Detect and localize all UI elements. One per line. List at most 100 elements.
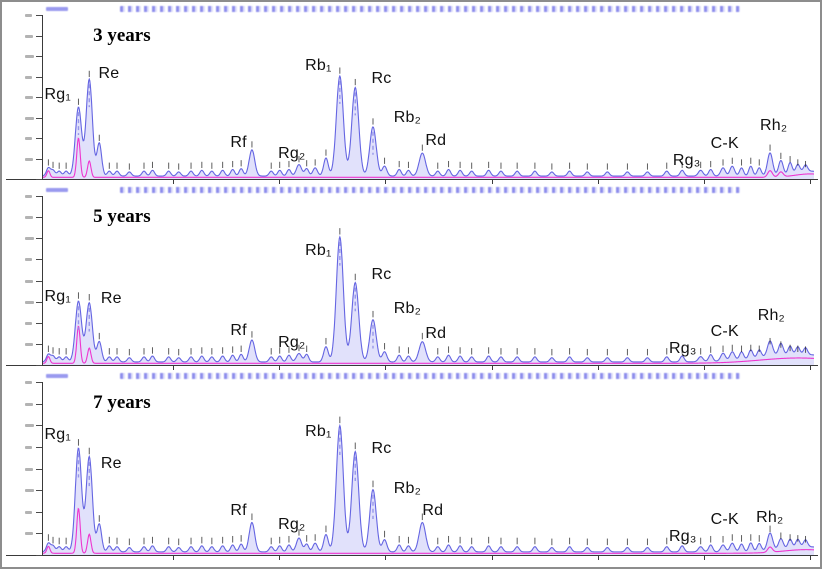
peak-label: Rf [230, 133, 247, 151]
y-axis-ticklabel-smudge [25, 403, 33, 406]
y-axis-tick [36, 238, 42, 239]
plot-area: 5 years Rg₁ Re Rf Rg₂ Rb₁ Rc Rb₂ Rd Rg₃ C-K Rh₂ [42, 196, 814, 365]
peak-label: Rf [230, 502, 247, 520]
peak-label: Re [100, 289, 122, 307]
peak-label: Rd [422, 502, 444, 520]
peak-label: Rb₁ [305, 242, 332, 260]
y-axis-ticklabel-smudge [25, 489, 34, 492]
y-axis-tick [36, 382, 42, 383]
y-axis-ticklabel-smudge [25, 258, 32, 261]
peak-label: Rc [371, 439, 392, 457]
y-axis-tick [36, 469, 42, 470]
y-axis-ticklabel-smudge [25, 511, 32, 514]
y-axis-tick [36, 97, 42, 98]
y-axis-ticklabel-smudge [25, 237, 34, 240]
peak-label: Rb₁ [305, 422, 332, 440]
y-axis-ticklabel-smudge [25, 322, 32, 325]
x-axis-tick [704, 180, 706, 184]
x-axis-tick [279, 180, 281, 184]
chromatogram-panel: 7 years Rg₁ Re Rf Rg₂ Rb₁ Rc Rb₂ Rd Rg₃ C-K Rh₂ [2, 371, 820, 565]
x-axis-tick [704, 366, 706, 370]
y-axis-tick [36, 179, 42, 180]
peak-label: Rc [371, 265, 392, 283]
x-axis-tick [597, 366, 599, 370]
x-axis-tick [279, 556, 281, 560]
y-axis-tick [36, 15, 42, 16]
chromatogram-panel: 3 years Rg₁ Re Rf Rg₂ Rb₁ Rc Rb₂ Rd Rg₃ C-K Rh₂ [2, 4, 820, 185]
y-axis-tick [36, 281, 42, 282]
y-axis-tick [36, 36, 42, 37]
y-axis-ticklabel-smudge [25, 468, 33, 471]
peak-label: Rg₂ [278, 515, 306, 533]
peak-label: C-K [710, 135, 739, 153]
y-axis-unit-smudge [46, 374, 68, 378]
plot-area: 3 years Rg₁ Re Rf Rg₂ Rb₁ Rc Rb₂ Rd Rg₃ C-K Rh₂ [42, 15, 814, 179]
peak-label: Rf [230, 321, 247, 339]
peak-label: Rb₁ [305, 56, 332, 74]
peak-label: Rg₁ [44, 287, 71, 305]
x-axis-tick [810, 556, 812, 560]
y-axis-unit-smudge [46, 7, 68, 11]
y-axis-tick [36, 490, 42, 491]
x-axis-line [6, 178, 818, 180]
sample-age-label: 7 years [93, 392, 151, 414]
y-axis-tick [36, 323, 42, 324]
file-info-strip [120, 6, 740, 12]
y-axis-tick [36, 217, 42, 218]
y-axis-ticklabel-smudge [25, 96, 33, 99]
y-axis-ticklabel-smudge [25, 158, 33, 161]
y-axis-ticklabel-smudge [25, 117, 34, 120]
chromatogram-panel: 5 years Rg₁ Re Rf Rg₂ Rb₁ Rc Rb₂ Rd Rg₃ C-K Rh₂ [2, 185, 820, 371]
y-axis-ticklabel-smudge [25, 343, 33, 346]
y-axis-ticklabel-smudge [25, 35, 33, 38]
x-axis-tick [385, 366, 387, 370]
y-axis-tick [36, 533, 42, 534]
peak-label: Re [100, 455, 122, 473]
x-axis-tick [385, 180, 387, 184]
x-axis-tick [172, 180, 174, 184]
peak-label: C-K [710, 510, 739, 528]
trace-svg [43, 382, 814, 555]
peak-label: Rg₂ [278, 333, 306, 351]
peak-label: Rh₂ [757, 306, 785, 324]
y-axis-tick [36, 447, 42, 448]
peak-label: Rg₃ [669, 340, 697, 358]
x-axis-tick [810, 366, 812, 370]
peak-label: Rc [371, 69, 392, 87]
trace-svg [43, 15, 814, 179]
peak-label: Rg₁ [44, 425, 71, 443]
x-axis-tick [491, 556, 493, 560]
x-axis-tick [172, 366, 174, 370]
y-axis-tick [36, 344, 42, 345]
peak-label: Rh₂ [756, 509, 784, 527]
y-axis-tick [36, 259, 42, 260]
x-axis-tick [597, 180, 599, 184]
y-axis-ticklabel-smudge [25, 216, 33, 219]
y-axis-tick [36, 196, 42, 197]
y-axis-ticklabel-smudge [25, 280, 33, 283]
peak-label: C-K [710, 323, 739, 341]
x-axis-tick [385, 556, 387, 560]
y-axis-ticklabel-smudge [25, 195, 32, 198]
y-axis-unit-smudge [46, 188, 68, 192]
y-axis-tick [36, 159, 42, 160]
peak-label: Rg₁ [44, 86, 71, 104]
sample-age-label: 5 years [93, 206, 151, 228]
peak-label: Rh₂ [760, 117, 788, 135]
y-axis-ticklabel-smudge [25, 424, 34, 427]
y-axis-tick [36, 365, 42, 366]
y-axis-ticklabel-smudge [25, 301, 34, 304]
y-axis-ticklabel-smudge [25, 55, 34, 58]
peak-label: Re [98, 64, 120, 82]
x-axis-tick [491, 366, 493, 370]
y-axis-tick [36, 138, 42, 139]
peak-label: Rg₃ [672, 151, 701, 169]
peak-label: Rb₂ [393, 299, 422, 317]
x-axis-line [6, 554, 818, 556]
peak-label: Rg₃ [669, 528, 697, 546]
peak-label: Rb₂ [393, 479, 422, 497]
y-axis-tick [36, 555, 42, 556]
y-axis-ticklabel-smudge [25, 14, 32, 17]
file-info-strip [120, 373, 740, 379]
plot-area: 7 years Rg₁ Re Rf Rg₂ Rb₁ Rc Rb₂ Rd Rg₃ C-K Rh₂ [42, 382, 814, 555]
